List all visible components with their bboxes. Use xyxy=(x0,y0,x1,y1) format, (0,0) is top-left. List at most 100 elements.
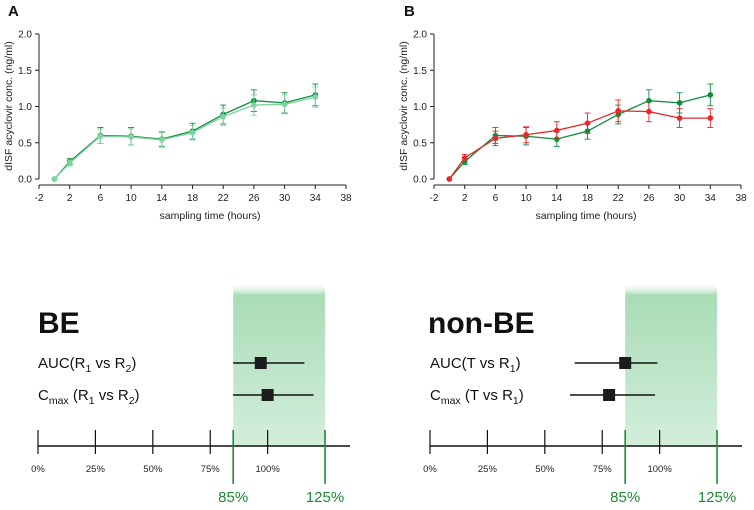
be-row-label-part: 2 xyxy=(126,363,132,375)
panel-a-series-r2-point xyxy=(51,176,58,182)
panel-b-series-r1-point xyxy=(676,100,683,106)
panel-b-line-chart: B 0.00.51.01.52.0-2 2 6 10 14 18 22 26 30 34 38 sa… xyxy=(398,3,747,222)
be-rows: AUC(R1 vs R2)Cmax (R1 vs R2) xyxy=(38,355,314,407)
panel-a-x-tick-label: 38 xyxy=(340,193,352,204)
panel-a-x-tick-label: 10 xyxy=(126,193,138,204)
panel-b-x-tick-label: 38 xyxy=(735,193,747,204)
panel-a-x-tick-label: 14 xyxy=(156,193,168,204)
non-be-limit-label: 85% xyxy=(610,489,640,506)
be-axis-tick-label: 25% xyxy=(86,464,106,475)
be-title: BE xyxy=(38,307,80,340)
panel-b-y-tick-label: 1.5 xyxy=(413,66,427,77)
non-be-axis-tick-label: 25% xyxy=(478,464,498,475)
panel-a-x-tick-label: 2 xyxy=(67,193,73,204)
non-be-row-label: AUC(T vs R1) xyxy=(430,355,521,375)
panel-a-x-axis-title: sampling time (hours) xyxy=(160,210,261,222)
non-be-row-label-part: AUC xyxy=(430,355,462,372)
panel-b-series-t-line xyxy=(448,110,711,180)
non-be-title: non-BE xyxy=(428,307,535,340)
non-be-acceptance-band xyxy=(625,282,718,446)
panel-a-x-tick-label: -2 xyxy=(35,193,44,204)
panel-b-y-tick-label: 1.0 xyxy=(413,102,427,113)
be-row-label-part: ) xyxy=(135,387,140,404)
panel-b-series-t-point xyxy=(446,176,453,182)
panel-b-axes: 0.00.51.01.52.0-2 2 6 10 14 18 22 26 30 34 38 xyxy=(413,30,747,205)
panel-a-x-tick-label: 18 xyxy=(187,193,199,204)
panel-a-y-tick-label: 0.0 xyxy=(18,175,32,186)
non-be-axis-tick-label: 100% xyxy=(647,464,672,475)
panel-b-series-t-point xyxy=(676,115,683,121)
panel-b-series-t-point xyxy=(584,120,591,126)
panel-b-y-tick-label: 0.0 xyxy=(413,175,427,186)
be-limit-label: 125% xyxy=(306,489,344,506)
non-be-row-label-part: ) xyxy=(519,387,524,404)
be-row-label-part: vs R xyxy=(91,355,125,372)
panel-a-axes: 0.00.51.01.52.0-2 2 6 10 14 18 22 26 30 34 38 xyxy=(18,30,352,205)
be-axis-tick-label: 50% xyxy=(143,464,163,475)
non-be-percent-axis: 0% 25% 50% 75% 100% 85% 125% xyxy=(423,430,742,506)
be-row-label-part: C xyxy=(38,387,49,404)
non-be-row-label-part: 1 xyxy=(513,395,519,407)
panel-a-y-tick-label: 1.5 xyxy=(18,66,32,77)
be-row-label-part: 1 xyxy=(89,395,95,407)
panel-a-x-tick-label: 6 xyxy=(98,193,104,204)
non-be-rows: AUC(T vs R1)Cmax (T vs R1) xyxy=(430,355,658,407)
be-row-label-part: 2 xyxy=(129,395,135,407)
be-row-label-part: (R xyxy=(69,387,89,404)
panel-b-series-t-point xyxy=(615,108,621,114)
panel-b-x-tick-label: 14 xyxy=(551,193,563,204)
be-row-label-part: vs R xyxy=(95,387,129,404)
panel-a-series-r2-line xyxy=(53,96,316,180)
panel-b-series-t-point xyxy=(554,127,560,134)
panel-a-series-r2-point xyxy=(281,101,288,108)
panel-b-series-r1-line xyxy=(448,94,711,180)
panel-a-series-r2-point xyxy=(66,160,73,166)
panel-b-series-r1-point xyxy=(707,92,714,98)
panel-letter-a: A xyxy=(8,3,19,20)
panel-b-x-tick-label: 18 xyxy=(582,193,594,204)
panel-a-x-tick-label: 30 xyxy=(279,193,291,204)
panel-a-y-tick-label: 2.0 xyxy=(18,30,32,41)
panel-b-y-tick-label: 2.0 xyxy=(413,30,427,41)
non-be-acceptance-shade xyxy=(625,282,718,446)
be-percent-axis: 0% 25% 50% 75% 100% 85% 125% xyxy=(31,430,350,506)
non-be-row-label-part: (T vs R xyxy=(461,387,513,404)
panel-a-series-r2-point xyxy=(312,94,319,100)
panel-b-x-tick-label: 34 xyxy=(705,193,717,204)
panel-a-series-r2-point xyxy=(220,113,226,120)
be-axis-tick-label: 75% xyxy=(201,464,221,475)
non-be-row-label-part: C xyxy=(430,387,441,404)
panel-b-marks xyxy=(446,83,714,182)
be-row-label: AUC(R1 vs R2) xyxy=(38,355,136,375)
panel-b-series-t-point xyxy=(461,155,468,161)
panel-a-x-tick-label: 26 xyxy=(248,193,260,204)
panel-b-y-tick-label: 0.5 xyxy=(413,138,427,149)
non-be-forest-plot: non-BE AUC(T vs R1)Cmax (T vs R1) 0% 25% 5… xyxy=(423,282,742,506)
panel-b-series-t-point xyxy=(492,135,499,142)
panel-a-y-tick-label: 0.5 xyxy=(18,138,32,149)
panel-letter-b: B xyxy=(404,3,415,20)
non-be-axis-tick-label: 50% xyxy=(535,464,555,475)
panel-b-x-tick-label: 2 xyxy=(462,193,468,204)
non-be-axis-tick-label: 0% xyxy=(423,464,437,475)
panel-b-x-axis-title: sampling time (hours) xyxy=(536,210,637,222)
panel-a-series-r2-point xyxy=(159,137,165,143)
be-forest-plot: BE AUC(R1 vs R2)Cmax (R1 vs R2) 0% 25% 50%… xyxy=(31,282,350,506)
be-row-label-part: 1 xyxy=(86,363,92,375)
panel-b-series-t-point xyxy=(707,115,714,121)
panel-a-series-r2-point xyxy=(97,133,104,140)
non-be-estimate-marker xyxy=(619,357,632,369)
panel-a-series-r2-point xyxy=(128,134,134,140)
be-estimate-marker xyxy=(254,357,267,369)
panel-b-x-tick-label: 26 xyxy=(643,193,655,204)
non-be-row-label-part: ) xyxy=(516,355,521,372)
panel-b-series-t-point xyxy=(646,108,652,115)
panel-b-y-axis-title: dISF acyclovir conc. (ng/ml) xyxy=(398,41,410,171)
panel-a-line-chart: A 0.00.51.01.52.0-2 2 6 10 14 18 22 26 30 34 38 sa… xyxy=(3,3,352,222)
panel-b-x-tick-label: 30 xyxy=(674,193,686,204)
panel-b-x-tick-label: 10 xyxy=(521,193,533,204)
be-row-label-part: max xyxy=(49,395,70,407)
panel-a-x-tick-label: 22 xyxy=(218,193,230,204)
panel-a-x-tick-label: 34 xyxy=(310,193,322,204)
